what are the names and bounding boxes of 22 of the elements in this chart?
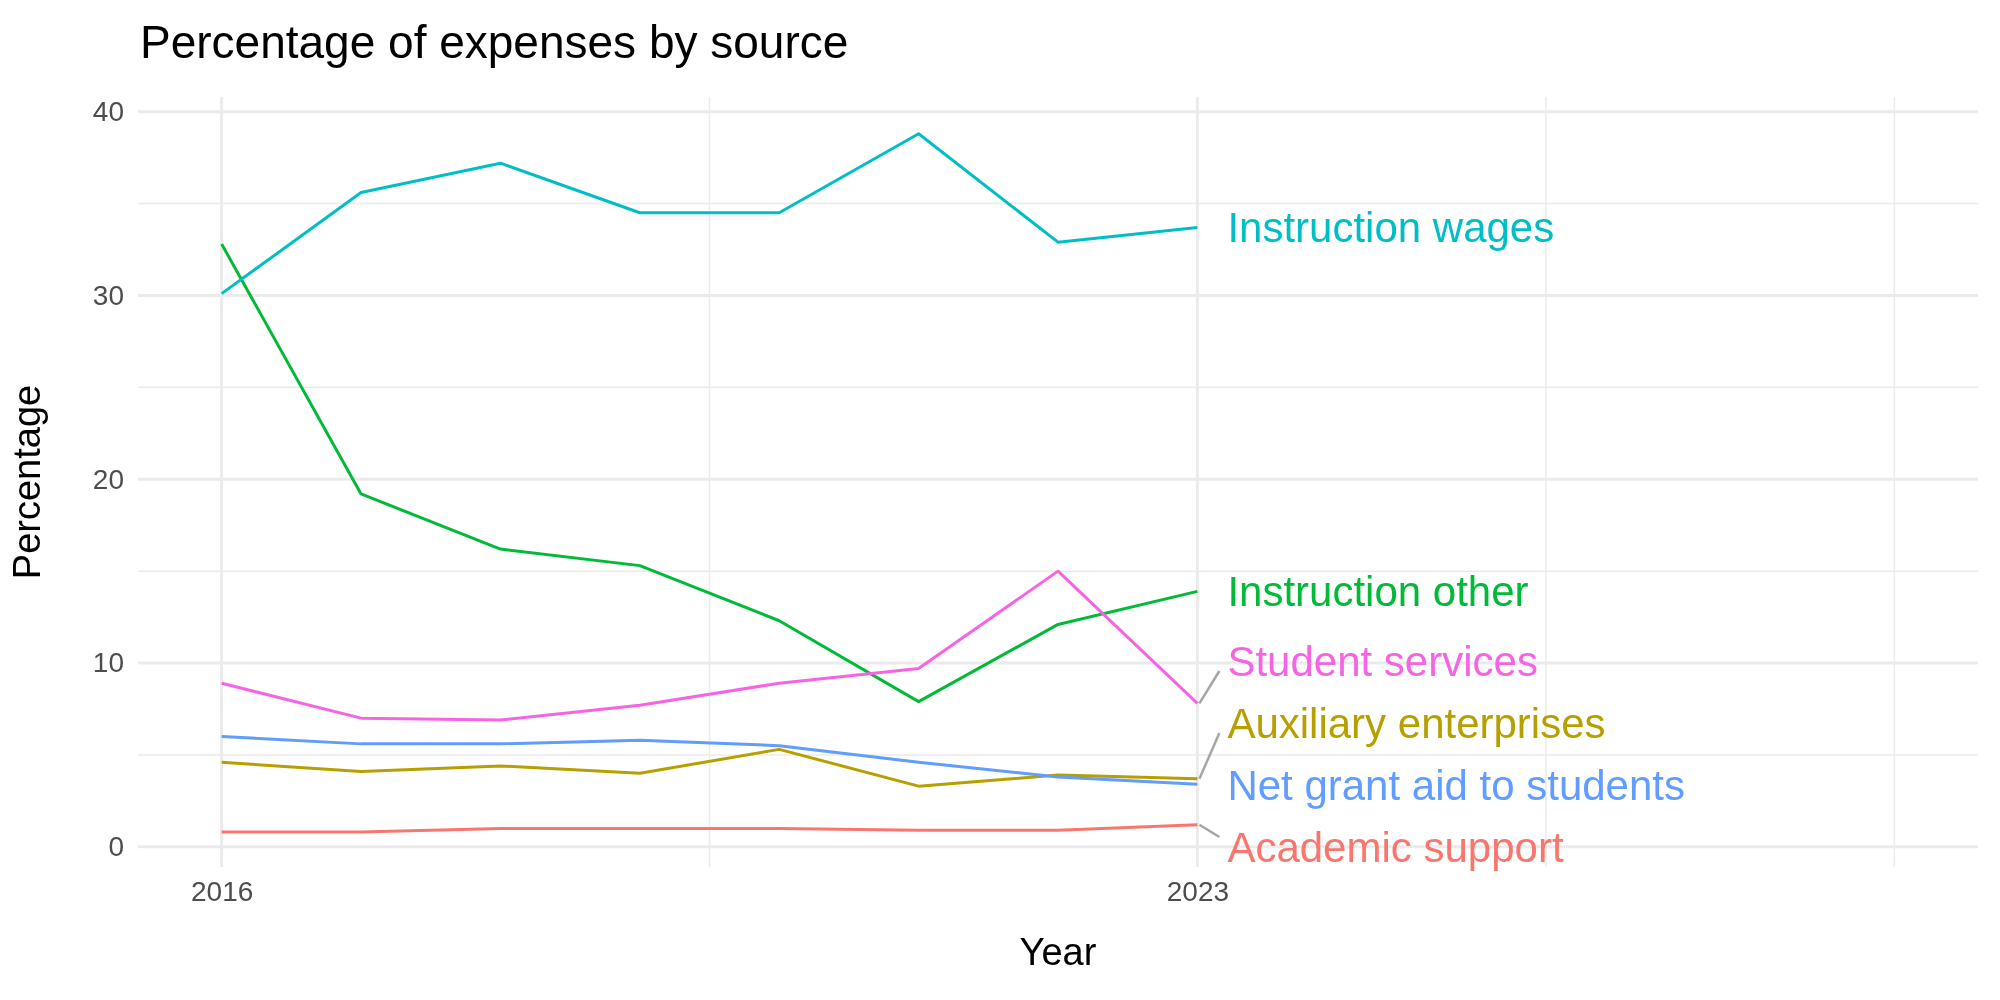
series-label: Instruction wages	[1227, 204, 1555, 252]
line-series	[220, 242, 1199, 704]
y-axis-title: Percentage	[6, 384, 48, 580]
y-tick-label: 0	[108, 831, 124, 863]
y-tick-label: 40	[92, 96, 124, 128]
line-series	[220, 747, 1199, 788]
series-label: Student services	[1227, 637, 1538, 685]
series-label: Academic support	[1227, 823, 1564, 871]
series-label: Instruction other	[1227, 568, 1529, 616]
chart-title: Percentage of expenses by source	[140, 16, 849, 68]
x-tick-label: 2023	[1166, 875, 1230, 907]
y-tick-label: 10	[92, 647, 124, 679]
line-series	[220, 569, 1199, 722]
line-series	[220, 823, 1199, 834]
line-series	[220, 735, 1199, 786]
y-tick-label: 20	[92, 463, 124, 495]
x-axis-title: Year	[1019, 931, 1097, 973]
line-series	[220, 132, 1199, 296]
y-tick-label: 30	[92, 279, 124, 311]
series-label: Auxiliary enterprises	[1227, 699, 1606, 747]
x-tick-label: 2016	[190, 875, 254, 907]
series-label: Net grant aid to students	[1227, 761, 1686, 809]
